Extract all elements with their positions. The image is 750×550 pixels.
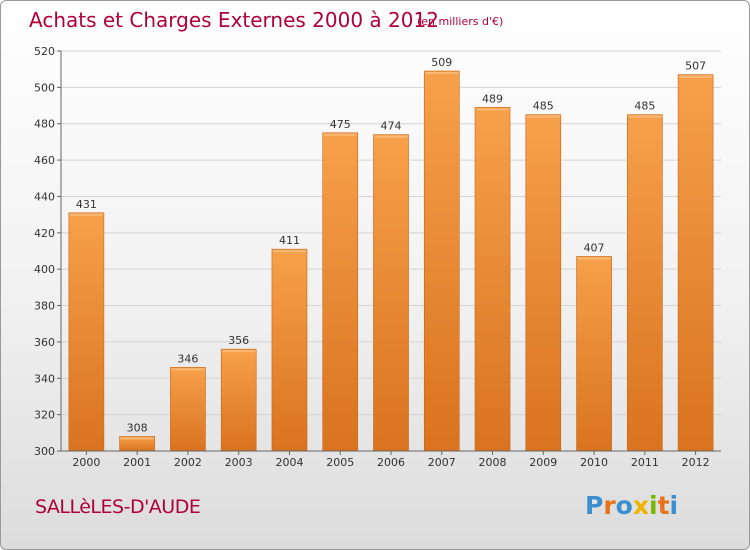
x-tick-label: 2004	[275, 456, 303, 469]
axes: 300 320 340 360 380 400 420 440 460 480 500 520 2000…	[34, 45, 721, 469]
data-label: 485	[533, 100, 554, 113]
y-tick-label: 440	[34, 190, 55, 203]
data-label: 346	[177, 352, 198, 365]
y-tick-label: 500	[34, 81, 55, 94]
x-tick-label: 2001	[123, 456, 151, 469]
x-tick-label: 2008	[479, 456, 507, 469]
data-label: 485	[634, 100, 655, 113]
bar-highlight	[323, 133, 357, 136]
y-tick-label: 340	[34, 372, 55, 385]
bar	[474, 107, 511, 452]
y-tick-label: 480	[34, 118, 55, 131]
y-tick-label: 360	[34, 336, 55, 349]
x-tick-label: 2007	[428, 456, 456, 469]
bar	[68, 212, 105, 452]
y-tick-label: 300	[34, 445, 55, 458]
brand-logo-letter: x	[632, 491, 649, 520]
x-tick-label: 2000	[72, 456, 100, 469]
brand-logo-letter: i	[649, 491, 658, 520]
data-label: 475	[330, 118, 351, 131]
brand-logo: Proxiti	[585, 491, 678, 520]
bar-highlight	[69, 213, 103, 216]
brand-logo-letter: o	[615, 491, 633, 520]
brand-logo-letter: t	[657, 491, 670, 520]
data-label: 356	[228, 334, 249, 347]
x-tick-label: 2003	[225, 456, 253, 469]
x-tick-label: 2009	[529, 456, 557, 469]
value-labels: 431 308 346 356 411 475 474 509 489 485 407 485 507	[76, 56, 706, 434]
bar-highlight	[679, 75, 713, 78]
y-tick-label: 420	[34, 227, 55, 240]
x-tick-label: 2010	[580, 456, 608, 469]
data-label: 507	[685, 60, 706, 73]
bar	[423, 70, 460, 452]
bar-highlight	[577, 257, 611, 260]
y-tick-label: 400	[34, 263, 55, 276]
bar-highlight	[222, 350, 256, 353]
x-tick-label: 2012	[682, 456, 710, 469]
bar	[677, 74, 714, 452]
x-tick-label: 2011	[631, 456, 659, 469]
bar-highlight	[374, 135, 408, 138]
bar	[220, 348, 257, 452]
bar	[170, 367, 206, 452]
bar	[271, 248, 308, 452]
y-tick-label: 520	[34, 45, 55, 58]
x-tick-label: 2005	[326, 456, 354, 469]
data-label: 489	[482, 92, 503, 105]
y-tick-label: 460	[34, 154, 55, 167]
bar-highlight	[425, 72, 459, 74]
data-label: 411	[279, 234, 300, 247]
chart-title: Achats et Charges Externes 2000 à 2012	[29, 8, 439, 32]
data-label: 407	[584, 241, 605, 254]
data-label: 308	[127, 421, 148, 434]
bar-highlight	[171, 368, 205, 371]
bar	[373, 134, 409, 452]
data-label: 431	[76, 198, 97, 211]
bar	[576, 256, 612, 452]
bar-highlight	[272, 250, 306, 253]
brand-logo-letter: P	[585, 491, 604, 520]
commune-name: SALLèLES-D'AUDE	[35, 496, 201, 518]
x-tick-label: 2002	[174, 456, 202, 469]
chart-subtitle: (en milliers d'€)	[417, 15, 504, 28]
bar-highlight	[526, 115, 560, 118]
y-tick-label: 320	[34, 409, 55, 422]
y-tick-label: 380	[34, 300, 55, 313]
bar-highlight	[476, 108, 510, 111]
bar	[627, 114, 663, 452]
bars	[68, 70, 714, 452]
bar-highlight	[120, 437, 154, 440]
bar	[525, 114, 562, 452]
brand-logo-letter: i	[669, 491, 679, 520]
data-label: 509	[431, 56, 452, 69]
data-label: 474	[381, 120, 402, 133]
x-tick-label: 2006	[377, 456, 405, 469]
brand-logo-letter: r	[603, 491, 616, 520]
bar	[322, 132, 359, 452]
bar-highlight	[628, 115, 662, 118]
